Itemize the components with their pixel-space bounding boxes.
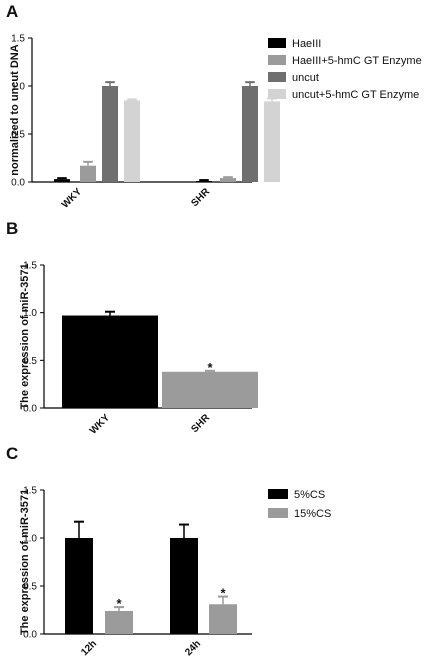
panel-a-legend-label: HaeIII [292, 38, 321, 50]
panel-c-y-axis-label: The expression of miR-3571 [19, 489, 31, 635]
panel-c-y-tick-label: 0.5 [23, 582, 37, 593]
panel-a-letter: A [6, 2, 18, 21]
panel-b-x-tick-label: WKY [88, 412, 113, 437]
panel-c-legend-swatch [268, 489, 288, 499]
panel-a-bar [264, 101, 280, 182]
panel-a-bar [220, 178, 236, 182]
panel-a-bar [102, 86, 118, 182]
panel-a-y-axis-label: normalized to uncut DNA [9, 44, 21, 175]
panel-c-significance-mark: * [220, 586, 226, 601]
panel-b-bar [162, 371, 258, 408]
panel-c-legend-label: 15%CS [294, 508, 331, 520]
panel-a-y-tick-label: 0.0 [11, 178, 25, 189]
panel-b-bar [62, 315, 158, 408]
panel-b-y-tick-label: 1.5 [23, 261, 37, 272]
panel-a-x-tick-label: SHR [189, 186, 212, 209]
panel-b-x-tick-label: SHR [189, 412, 212, 435]
panel-a-legend-label: HaeIII+5-hmC GT Enzyme [292, 55, 422, 67]
panel-c-x-tick-label: 24h [183, 638, 203, 658]
panel-b-significance-mark: * [207, 360, 213, 375]
panel-a-y-tick-label: 0.5 [11, 130, 25, 141]
panel-a-bar [54, 179, 70, 182]
panel-c-x-tick-label: 12h [79, 638, 99, 658]
panel-a-legend-swatch [268, 55, 286, 65]
panel-a-legend-swatch [268, 72, 286, 82]
panel-c-legend-swatch [268, 508, 288, 518]
panel-a-y-tick-label: 1.0 [11, 82, 25, 93]
panel-a-y-tick-label: 1.5 [11, 34, 25, 45]
panel-c-letter: C [6, 444, 18, 463]
panel-a-bar [80, 165, 96, 182]
panel-a-legend-swatch [268, 38, 286, 48]
panel-b-y-tick-label: 1.0 [23, 308, 37, 319]
panel-a-bar [242, 86, 258, 182]
panel-a-bar [124, 100, 140, 182]
panel-a-legend-label: uncut+5-hmC GT Enzyme [292, 89, 419, 101]
panel-c-bar [105, 610, 133, 634]
panel-b-y-tick-label: 0.0 [23, 404, 37, 415]
panel-c-y-tick-label: 1.0 [23, 534, 37, 545]
panel-b-letter: B [6, 219, 18, 238]
panel-c-significance-mark: * [116, 596, 122, 611]
panel-c-bar [170, 538, 198, 634]
panel-a-legend-label: uncut [292, 72, 319, 84]
panel-c-bar [209, 604, 237, 634]
panel-b-y-axis-label: The expression of miR-3571 [19, 263, 31, 409]
panel-c-legend-label: 5%CS [294, 489, 325, 501]
panel-b-y-tick-label: 0.5 [23, 356, 37, 367]
panel-a-bar [196, 181, 212, 182]
panel-a-legend-swatch [268, 89, 286, 99]
panel-a-x-tick-label: WKY [60, 186, 85, 211]
panel-c-bar [65, 538, 93, 634]
panel-c-y-tick-label: 0.0 [23, 630, 37, 641]
panel-c-y-tick-label: 1.5 [23, 486, 37, 497]
